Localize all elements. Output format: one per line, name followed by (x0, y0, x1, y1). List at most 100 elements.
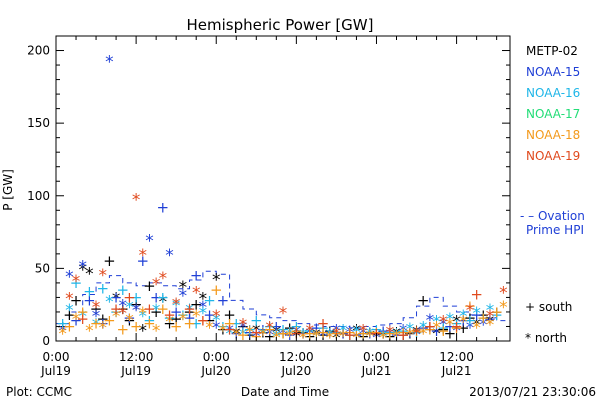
data-point-metp-02: * (212, 271, 221, 291)
data-point-noaa-16: + (130, 288, 143, 306)
data-point-noaa-19: * (119, 304, 128, 324)
data-point-noaa-15: * (452, 321, 461, 341)
footer-timestamp: 2013/07/21 23:30:06 (469, 385, 596, 399)
data-point-noaa-15: * (58, 321, 67, 341)
data-point-metp-02: + (70, 291, 83, 309)
data-point-metp-02: * (252, 321, 261, 341)
data-point-metp-02: + (323, 322, 336, 340)
data-point-metp-02: + (283, 319, 296, 337)
data-point-metp-02: + (203, 312, 216, 330)
data-point-noaa-19: * (439, 313, 448, 333)
data-point-metp-02: * (392, 324, 401, 344)
data-point-noaa-16: * (285, 324, 294, 344)
data-point-noaa-15: + (417, 319, 430, 337)
data-point-noaa-15: + (123, 309, 136, 327)
data-point-metp-02: * (199, 289, 208, 309)
data-point-noaa-15: * (92, 307, 101, 327)
data-point-noaa-18: + (357, 325, 370, 343)
data-point-noaa-18: * (285, 327, 294, 347)
data-point-noaa-16: + (83, 283, 96, 301)
data-point-noaa-18: * (245, 323, 254, 343)
data-point-noaa-19: * (152, 275, 161, 295)
data-point-noaa-19: * (98, 266, 107, 286)
data-point-metp-02: + (90, 300, 103, 318)
data-point-noaa-16: + (317, 319, 330, 337)
data-point-noaa-15: + (337, 325, 350, 343)
data-point-noaa-15: * (225, 321, 234, 341)
data-point-metp-02: + (404, 325, 417, 343)
data-point-metp-02: * (312, 326, 321, 346)
ovation-legend-line1: - – Ovation (520, 209, 585, 223)
data-point-noaa-18: * (379, 329, 388, 349)
data-point-noaa-16: * (325, 326, 334, 346)
data-point-noaa-16: + (243, 320, 256, 338)
data-point-noaa-18: * (459, 313, 468, 333)
x-axis-label: Date and Time (241, 385, 329, 399)
data-point-noaa-19: * (212, 307, 221, 327)
data-point-noaa-16: * (299, 326, 308, 346)
x-tick-label-time: 0:00 (363, 350, 390, 364)
data-point-noaa-16: * (212, 311, 221, 331)
data-point-noaa-18: * (219, 321, 228, 341)
data-point-metp-02: + (424, 317, 437, 335)
data-point-noaa-18: + (103, 312, 116, 330)
data-point-metp-02: + (437, 320, 450, 338)
data-point-metp-02: * (85, 265, 94, 285)
data-point-noaa-19: * (239, 316, 248, 336)
data-point-noaa-18: * (58, 324, 67, 344)
data-point-noaa-18: + (317, 323, 330, 341)
data-point-metp-02: + (297, 323, 310, 341)
data-point-noaa-16: + (157, 288, 170, 306)
data-point-noaa-16: + (250, 312, 263, 330)
data-point-noaa-15: * (412, 326, 421, 346)
data-point-metp-02: * (472, 316, 481, 336)
data-point-noaa-16: + (290, 317, 303, 335)
data-point-noaa-16: + (110, 303, 123, 321)
data-points: +++**+++*+++*++*++*++*+*++*++*++*++*++*+… (56, 53, 507, 349)
data-point-noaa-19: * (65, 289, 74, 309)
data-point-noaa-15: * (466, 318, 475, 338)
data-point-noaa-19: * (265, 318, 274, 338)
data-point-noaa-18: + (277, 325, 290, 343)
data-point-noaa-19: * (386, 323, 395, 343)
data-point-noaa-15: * (212, 318, 221, 338)
data-point-metp-02: * (78, 260, 87, 280)
data-point-noaa-18: * (192, 307, 201, 327)
data-point-noaa-16: * (78, 307, 87, 327)
data-point-noaa-15: + (350, 326, 363, 344)
data-point-noaa-18: * (125, 311, 134, 331)
x-tick-label-date: Jul20 (280, 364, 311, 378)
data-point-noaa-16: * (406, 320, 415, 340)
data-point-noaa-16: + (303, 322, 316, 340)
data-point-noaa-16: + (450, 315, 463, 333)
data-point-noaa-16: + (163, 309, 176, 327)
data-point-noaa-19: * (499, 284, 508, 304)
data-point-noaa-18: + (170, 317, 183, 335)
data-point-metp-02: * (452, 313, 461, 333)
data-point-noaa-15: * (305, 324, 314, 344)
data-point-noaa-18: * (232, 326, 241, 346)
footer-plot-credit: Plot: CCMC (6, 385, 72, 399)
data-point-noaa-19: * (132, 191, 141, 211)
data-point-metp-02: + (464, 309, 477, 327)
data-point-noaa-16: * (419, 318, 428, 338)
data-point-noaa-16: + (96, 280, 109, 298)
data-point-noaa-15: + (217, 291, 230, 309)
data-point-noaa-19: * (359, 321, 368, 341)
data-point-noaa-15: + (323, 323, 336, 341)
data-point-noaa-16: * (486, 301, 495, 321)
data-point-metp-02: + (96, 310, 109, 328)
data-point-noaa-18: * (432, 318, 441, 338)
data-point-noaa-15: * (292, 323, 301, 343)
data-point-noaa-16: * (172, 297, 181, 317)
data-point-metp-02: + (217, 320, 230, 338)
data-point-noaa-15: * (359, 324, 368, 344)
x-tick-label-time: 12:00 (119, 350, 154, 364)
data-point-noaa-15: * (145, 231, 154, 251)
legend-entry-noaa-19: NOAA-19 (526, 149, 580, 163)
data-point-noaa-15: + (190, 267, 203, 285)
y-tick-label: 0 (42, 334, 50, 348)
data-point-noaa-15: + (310, 319, 323, 337)
data-point-noaa-15: + (137, 252, 150, 270)
data-point-noaa-18: + (63, 317, 76, 335)
